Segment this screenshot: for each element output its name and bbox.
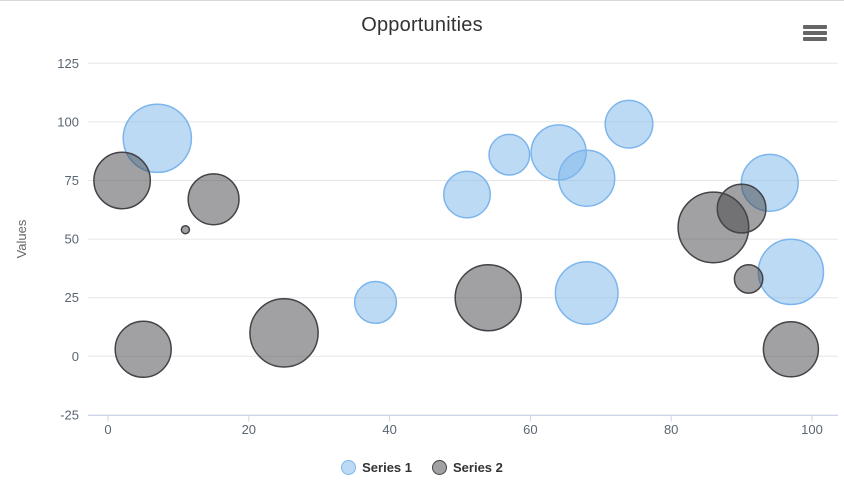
bubble-point-series-1[interactable]: [530, 124, 587, 181]
legend-marker-circle: [432, 460, 447, 475]
x-axis-label: 20: [242, 422, 256, 437]
legend-item-series-2[interactable]: Series 2: [432, 460, 503, 475]
y-axis-label: 25: [65, 290, 79, 305]
bubble-point-series-1[interactable]: [353, 280, 398, 325]
bubble-point-series-1[interactable]: [443, 170, 491, 219]
legend-item-series-1[interactable]: Series 1: [341, 460, 412, 475]
bubble-point-series-2[interactable]: [762, 321, 820, 378]
bubble-point-series-2[interactable]: [454, 263, 522, 332]
legend-label: Series 1: [362, 460, 412, 475]
x-axis-label: 40: [382, 422, 396, 437]
y-axis-title: Values: [14, 219, 29, 258]
x-axis-label: 60: [523, 422, 537, 437]
bubble-point-series-1[interactable]: [488, 133, 531, 176]
bubble-point-series-2[interactable]: [187, 173, 240, 226]
x-axis-label: 100: [801, 422, 823, 437]
legend: Series 1 Series 2: [0, 460, 844, 475]
x-axis-label: 0: [104, 422, 111, 437]
bubble-point-series-1[interactable]: [122, 103, 193, 174]
bubble-point-series-2[interactable]: [180, 224, 191, 235]
y-axis-label: -25: [60, 407, 79, 422]
y-axis-label: 100: [57, 114, 79, 129]
legend-marker-circle: [341, 460, 357, 475]
y-axis-label: 125: [57, 56, 79, 71]
y-axis-label: 0: [72, 349, 79, 364]
bubble-point-series-1[interactable]: [757, 238, 825, 306]
hamburger-icon: [803, 25, 829, 41]
bubble-point-series-1[interactable]: [604, 99, 654, 149]
bubble-point-series-2[interactable]: [733, 263, 764, 294]
bubble-point-series-2[interactable]: [93, 151, 152, 210]
y-axis-label: 75: [65, 173, 79, 188]
bubble-point-series-2[interactable]: [249, 298, 319, 368]
bubble-point-series-1[interactable]: [554, 260, 619, 326]
chart-title: Opportunities: [361, 14, 483, 36]
bubble-point-series-2[interactable]: [716, 183, 767, 234]
export-menu-button[interactable]: [803, 22, 829, 44]
x-axis-label: 80: [664, 422, 678, 437]
y-axis-label: 50: [65, 232, 79, 247]
bubble-point-series-2[interactable]: [114, 320, 172, 379]
legend-label: Series 2: [453, 460, 503, 475]
